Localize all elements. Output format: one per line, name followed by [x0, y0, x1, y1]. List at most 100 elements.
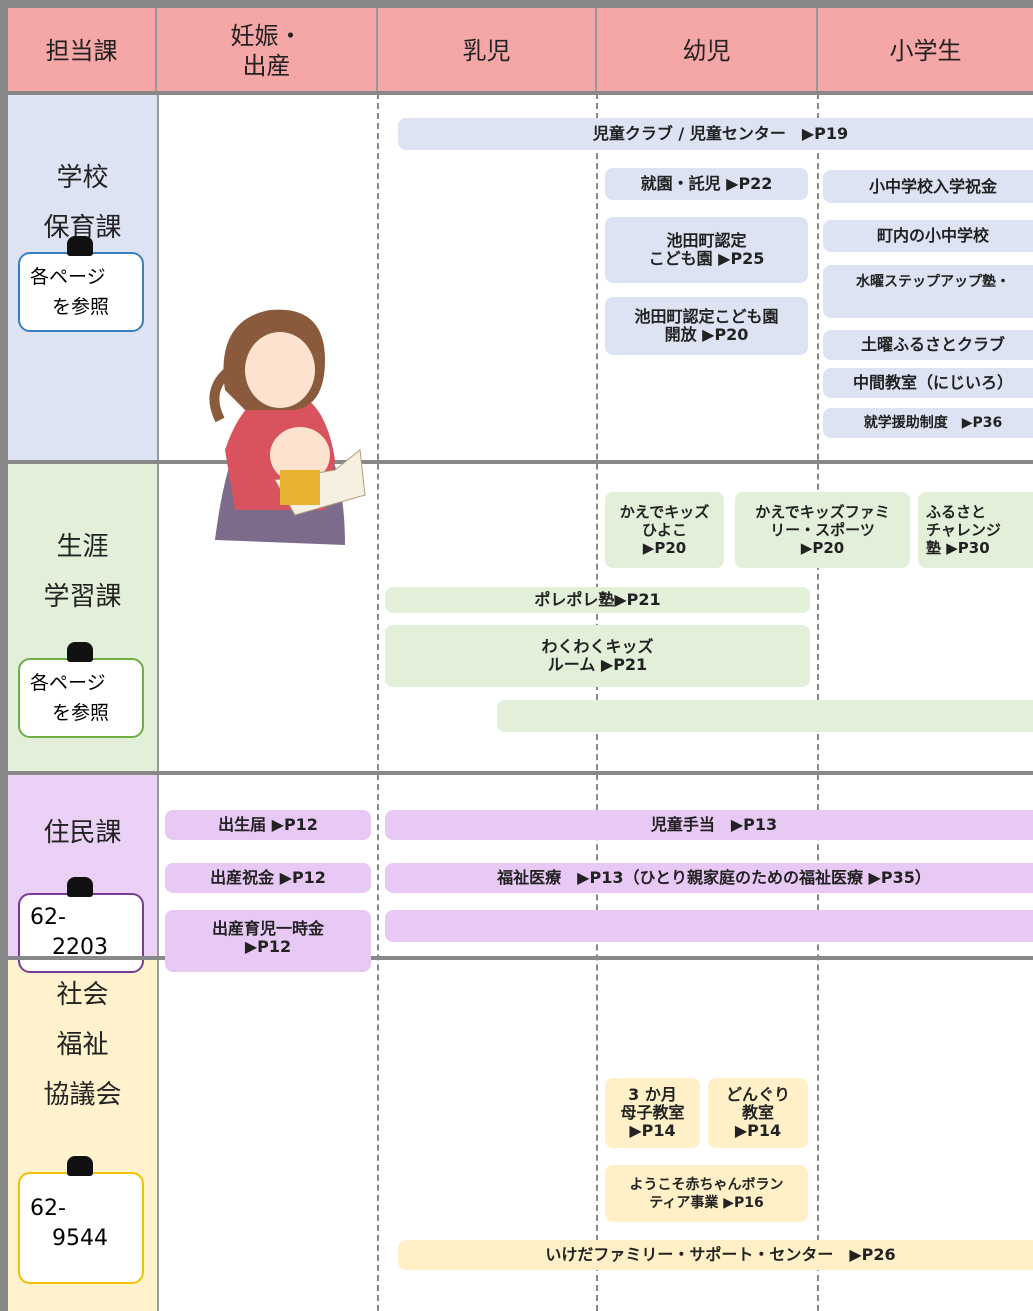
- program: ふるさと チャレンジ塾 ▶P30: [918, 492, 1033, 568]
- program-text: 水曜ステップアップ塾・: [856, 274, 1010, 290]
- program: 町内の小中学校: [823, 220, 1033, 252]
- program: かえでキッズファミ リー・スポーツ ▶P20: [735, 492, 910, 568]
- contact-box: 62- 2203: [18, 893, 144, 973]
- illustration: [209, 309, 366, 545]
- program-text: ひよこ: [641, 521, 687, 539]
- program: どんぐり 教室 ▶P14: [708, 1078, 808, 1148]
- header-text: 出産: [242, 51, 291, 80]
- program: 就学援助制度 ▶P36: [823, 408, 1033, 438]
- program-text: チャレンジ: [926, 521, 1001, 539]
- program-text: かえでキッズファミ: [755, 503, 890, 521]
- program-text: ▶P14: [734, 1121, 782, 1140]
- program-text: 開放 ▶P20: [664, 325, 749, 344]
- dept-name: 学校: [56, 163, 109, 193]
- program: かえでキッズ ひよこ ▶P20: [605, 492, 724, 568]
- contact-text: 9544: [52, 1226, 108, 1251]
- header-text: 乳児: [462, 36, 511, 65]
- row-separator: [0, 956, 1033, 960]
- contact-box: 各ページを参照: [18, 252, 144, 332]
- program: 水曜ステップアップ塾・: [823, 265, 1033, 318]
- header-text: 妊娠・: [230, 21, 303, 50]
- dept-name: 生涯: [56, 532, 109, 562]
- program-text: どんぐり: [725, 1085, 790, 1104]
- program: 就園・託児 ▶P22: [605, 168, 808, 200]
- dept-name: 社会: [56, 980, 109, 1010]
- program-text: かえでキッズ: [619, 503, 710, 521]
- program: 池田町認定こども園 開放 ▶P20: [605, 297, 808, 355]
- row-separator: [0, 91, 1033, 95]
- header-text: 幼児: [682, 36, 731, 65]
- row-separator: [0, 460, 1033, 464]
- row-separator: [0, 771, 1033, 775]
- program-text: 出産育児一時金: [211, 919, 324, 938]
- dept-name: 住民課: [43, 818, 122, 848]
- program-text: リー・スポーツ: [770, 521, 875, 539]
- program-text: 土曜ふるさとクラブ: [860, 335, 1005, 354]
- header-cell: 乳児: [378, 8, 597, 93]
- program-text: 児童手当 ▶P13: [650, 815, 778, 834]
- column-line: [157, 93, 159, 1311]
- program: 中間教室（にじいろ）: [823, 368, 1033, 398]
- program-text: こども園 ▶P25: [648, 249, 765, 268]
- program-text: 教室: [741, 1103, 774, 1122]
- program-text: 塾 ▶P30: [926, 539, 990, 557]
- program-text: ▶P12: [244, 937, 292, 956]
- program-text: ようこそ赤ちゃんボラン: [629, 1176, 784, 1193]
- dept-name: 福祉: [56, 1030, 109, 1060]
- program-text: 就園・託児 ▶P22: [640, 174, 773, 193]
- program: 出産祝金 ▶P12: [165, 863, 371, 893]
- header-cell: 担当課: [8, 8, 157, 93]
- program: 児童手当 ▶P13: [385, 810, 1033, 840]
- program-text: わくわくキッズ: [541, 637, 654, 656]
- phone-icon: [67, 877, 93, 897]
- program: ポレポレ塾▶P21: [385, 587, 810, 613]
- program-text: ティア事業 ▶P16: [649, 1194, 764, 1211]
- program: 福祉医療 ▶P13（ひとり親家庭のための福祉医療 ▶P35）: [385, 863, 1033, 893]
- program-text: 福祉医療 ▶P13（ひとり親家庭のための福祉医療 ▶P35）: [497, 868, 931, 887]
- program: 3 か月 母子教室 ▶P14: [605, 1078, 700, 1148]
- program: わくわくキッズ ルーム ▶P21: [385, 625, 810, 687]
- left-border: [0, 0, 8, 1311]
- header-cell: 妊娠・ 出産: [157, 8, 378, 93]
- header-cell: 幼児: [597, 8, 818, 93]
- program: 出産育児一時金 ▶P12: [165, 910, 371, 972]
- contact-text: を参照: [52, 702, 110, 724]
- contact-text: 62-: [30, 1196, 66, 1221]
- program-blank: [497, 700, 1033, 732]
- contact-text: 2203: [52, 935, 108, 960]
- column-line: [377, 93, 379, 1311]
- program: 池田町認定 こども園 ▶P25: [605, 217, 808, 283]
- contact-box: 62- 9544: [18, 1172, 144, 1284]
- program-text: ▶P14: [629, 1121, 676, 1140]
- phone-icon: [67, 1156, 93, 1176]
- program-text: 児童クラブ / 児童センター ▶P19: [592, 124, 849, 143]
- contact-text: 62-: [30, 905, 66, 930]
- contact-text: を参照: [52, 296, 110, 318]
- contact-box: 各ページを参照: [18, 658, 144, 738]
- dept-name: 協議会: [43, 1080, 122, 1110]
- contact-text: 各ページ: [30, 672, 106, 694]
- program-text: ルーム ▶P21: [547, 655, 648, 674]
- header-text: 小学生: [889, 36, 962, 65]
- program: ようこそ赤ちゃんボラン ティア事業 ▶P16: [605, 1165, 808, 1222]
- dept-name: 学習課: [43, 582, 122, 612]
- program: 小中学校入学祝金: [823, 170, 1033, 203]
- program: 児童クラブ / 児童センター ▶P19: [398, 118, 1033, 150]
- contact-text: 各ページ: [30, 266, 106, 288]
- program-text: 中間教室（にじいろ）: [852, 373, 1013, 392]
- header-cell: 小学生: [818, 8, 1033, 93]
- top-border: [0, 0, 1033, 8]
- program-text: 町内の小中学校: [876, 226, 989, 245]
- program-text: 出生届 ▶P12: [218, 815, 318, 834]
- program-text: 母子教室: [620, 1103, 685, 1122]
- program-text: ポレポレ塾▶P21: [534, 590, 661, 609]
- program-text: ふるさと: [926, 503, 987, 521]
- program-text: 就学援助制度 ▶P36: [863, 415, 1003, 431]
- program-text: ▶P20: [800, 539, 845, 557]
- program: いけだファミリー・サポート・センター ▶P26: [398, 1240, 1033, 1270]
- program-text: 池田町認定こども園: [634, 307, 779, 326]
- program: 出生届 ▶P12: [165, 810, 371, 840]
- program-text: 池田町認定: [666, 231, 747, 250]
- program-text: 出産祝金 ▶P12: [210, 868, 326, 887]
